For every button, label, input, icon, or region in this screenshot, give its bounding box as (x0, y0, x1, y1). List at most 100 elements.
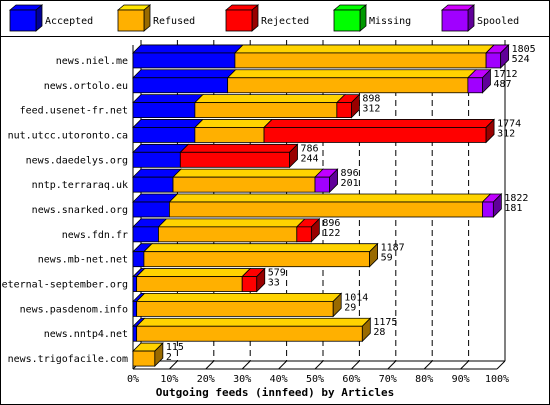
bar-refused (132, 350, 156, 367)
legend-swatch-side (143, 4, 151, 32)
y-label-feed-usenet-fr-net: feed.usenet-fr.net (20, 106, 128, 117)
bar-rejected (296, 226, 312, 243)
bar-top-refused (135, 268, 252, 277)
x-tick-label: 20% (197, 374, 215, 385)
value-label-accepted: 122 (322, 228, 340, 239)
value-label-accepted: 59 (381, 253, 393, 264)
grid-slant-2 (205, 360, 215, 370)
grid-slant-9 (460, 360, 469, 370)
value-label-accepted: 244 (301, 153, 319, 164)
bar-refused (172, 176, 316, 193)
legend-swatch-refused (117, 9, 145, 32)
grid-slant-5 (314, 360, 324, 370)
bar-top-refused (168, 193, 492, 203)
x-axis-title: Outgoing feeds (innfeed) by Articles (156, 386, 394, 399)
bar-top-refused (193, 94, 346, 104)
bar-top-accepted (132, 94, 204, 104)
x-tick-label: 10% (160, 374, 178, 385)
grid-slant-4 (278, 360, 287, 370)
value-label-offered: 1805 (512, 44, 536, 55)
x-tick-label: 0% (127, 374, 139, 385)
grid-slant-7 (387, 360, 397, 370)
y-label-news-nntp4-net: news.nntp4.net (44, 329, 128, 340)
bar-accepted (132, 151, 181, 168)
bar-top-refused (135, 292, 343, 302)
value-label-offered: 786 (301, 143, 319, 154)
bar-top-refused (172, 168, 324, 178)
value-label-accepted: 181 (504, 203, 522, 214)
value-label-accepted: 487 (493, 79, 511, 90)
bar-refused (158, 226, 298, 243)
x-axis: 0% 10% 20% 30% 40% 50% 60% 70% 80% 90% 100% (127, 374, 509, 385)
x-tick-label: 40% (270, 374, 288, 385)
bar-refused (136, 276, 243, 292)
bar-rejected (241, 276, 258, 292)
bar-top-rejected (263, 119, 496, 128)
y-label-news-daedelys-org: news.daedelys.org (26, 155, 128, 166)
bar-refused (194, 102, 338, 119)
value-label-accepted: 524 (512, 54, 530, 65)
x-tick-label: 100% (485, 374, 509, 385)
bar-side-rejected (350, 93, 360, 119)
legend-label-spooled: Spooled (477, 16, 519, 27)
value-label-offered: 1774 (497, 118, 521, 129)
bar-accepted (132, 77, 229, 94)
bar-top-accepted (132, 44, 244, 54)
bar-side-spooled (329, 168, 338, 194)
legend-label-refused: Refused (153, 16, 195, 27)
y-axis-labels: news.niel.me news.ortolo.eu feed.usenet-fr… (2, 56, 128, 365)
bar-top-accepted (132, 143, 190, 153)
bar-accepted (132, 52, 236, 69)
bar-top-refused (193, 119, 274, 128)
legend-swatch-side (35, 4, 43, 32)
bar-side-refused (332, 292, 342, 318)
value-label-offered: 579 (268, 268, 286, 279)
legend-swatch-side (359, 4, 367, 32)
bar-top-rejected (179, 143, 299, 153)
value-label-offered: 115 (166, 342, 184, 353)
value-label-accepted: 312 (362, 104, 380, 115)
y-label-news-fdn-fr: news.fdn.fr (62, 230, 128, 241)
bar-side-refused (154, 342, 164, 368)
bar-accepted (132, 276, 138, 292)
bar-accepted (132, 176, 174, 193)
value-label-offered: 898 (362, 94, 380, 105)
grid-slant-1 (169, 360, 178, 370)
grid-slant-6 (351, 360, 360, 370)
value-label-accepted: 312 (497, 128, 515, 139)
bar-side-rejected (310, 217, 320, 243)
legend-swatch-side (467, 4, 475, 32)
y-label-news-mb-net-net: news.mb-net.net (38, 255, 128, 266)
bar-accepted (132, 300, 138, 317)
bar-top-accepted (132, 69, 237, 79)
bar-rejected (336, 102, 352, 119)
bar-accepted (132, 127, 196, 143)
bar-spooled (482, 201, 494, 218)
bar-side-rejected (289, 143, 298, 169)
value-label-offered: 896 (341, 168, 359, 179)
bar-side-spooled (492, 193, 502, 218)
grid-slant-8 (423, 360, 433, 370)
value-label-accepted: 201 (341, 178, 359, 189)
bar-refused (194, 127, 265, 143)
bar-refused (136, 325, 363, 342)
bar-accepted (132, 102, 196, 119)
value-label-offered: 1712 (493, 69, 517, 80)
bar-side-spooled (500, 43, 510, 69)
bar-top-refused (226, 69, 477, 79)
legend-label-accepted: Accepted (45, 16, 93, 27)
bar-accepted (132, 251, 145, 268)
y-label-news-niel-me: news.niel.me (56, 56, 128, 67)
y-label-news-snarked-org: news.snarked.org (32, 205, 128, 216)
x-tick-label: 50% (306, 374, 324, 385)
y-label-news-trigofacile-com: news.trigofacile.com (8, 354, 128, 365)
bar-spooled (314, 176, 330, 193)
bar-top-accepted (132, 119, 204, 128)
legend-swatch-side (251, 4, 259, 32)
bar-top-refused (142, 243, 379, 253)
bar-side-refused (369, 242, 379, 268)
bar-spooled (485, 52, 502, 69)
y-label-nntp-terraraq-uk: nntp.terraraq.uk (32, 180, 128, 191)
grid-slant-3 (241, 360, 251, 370)
